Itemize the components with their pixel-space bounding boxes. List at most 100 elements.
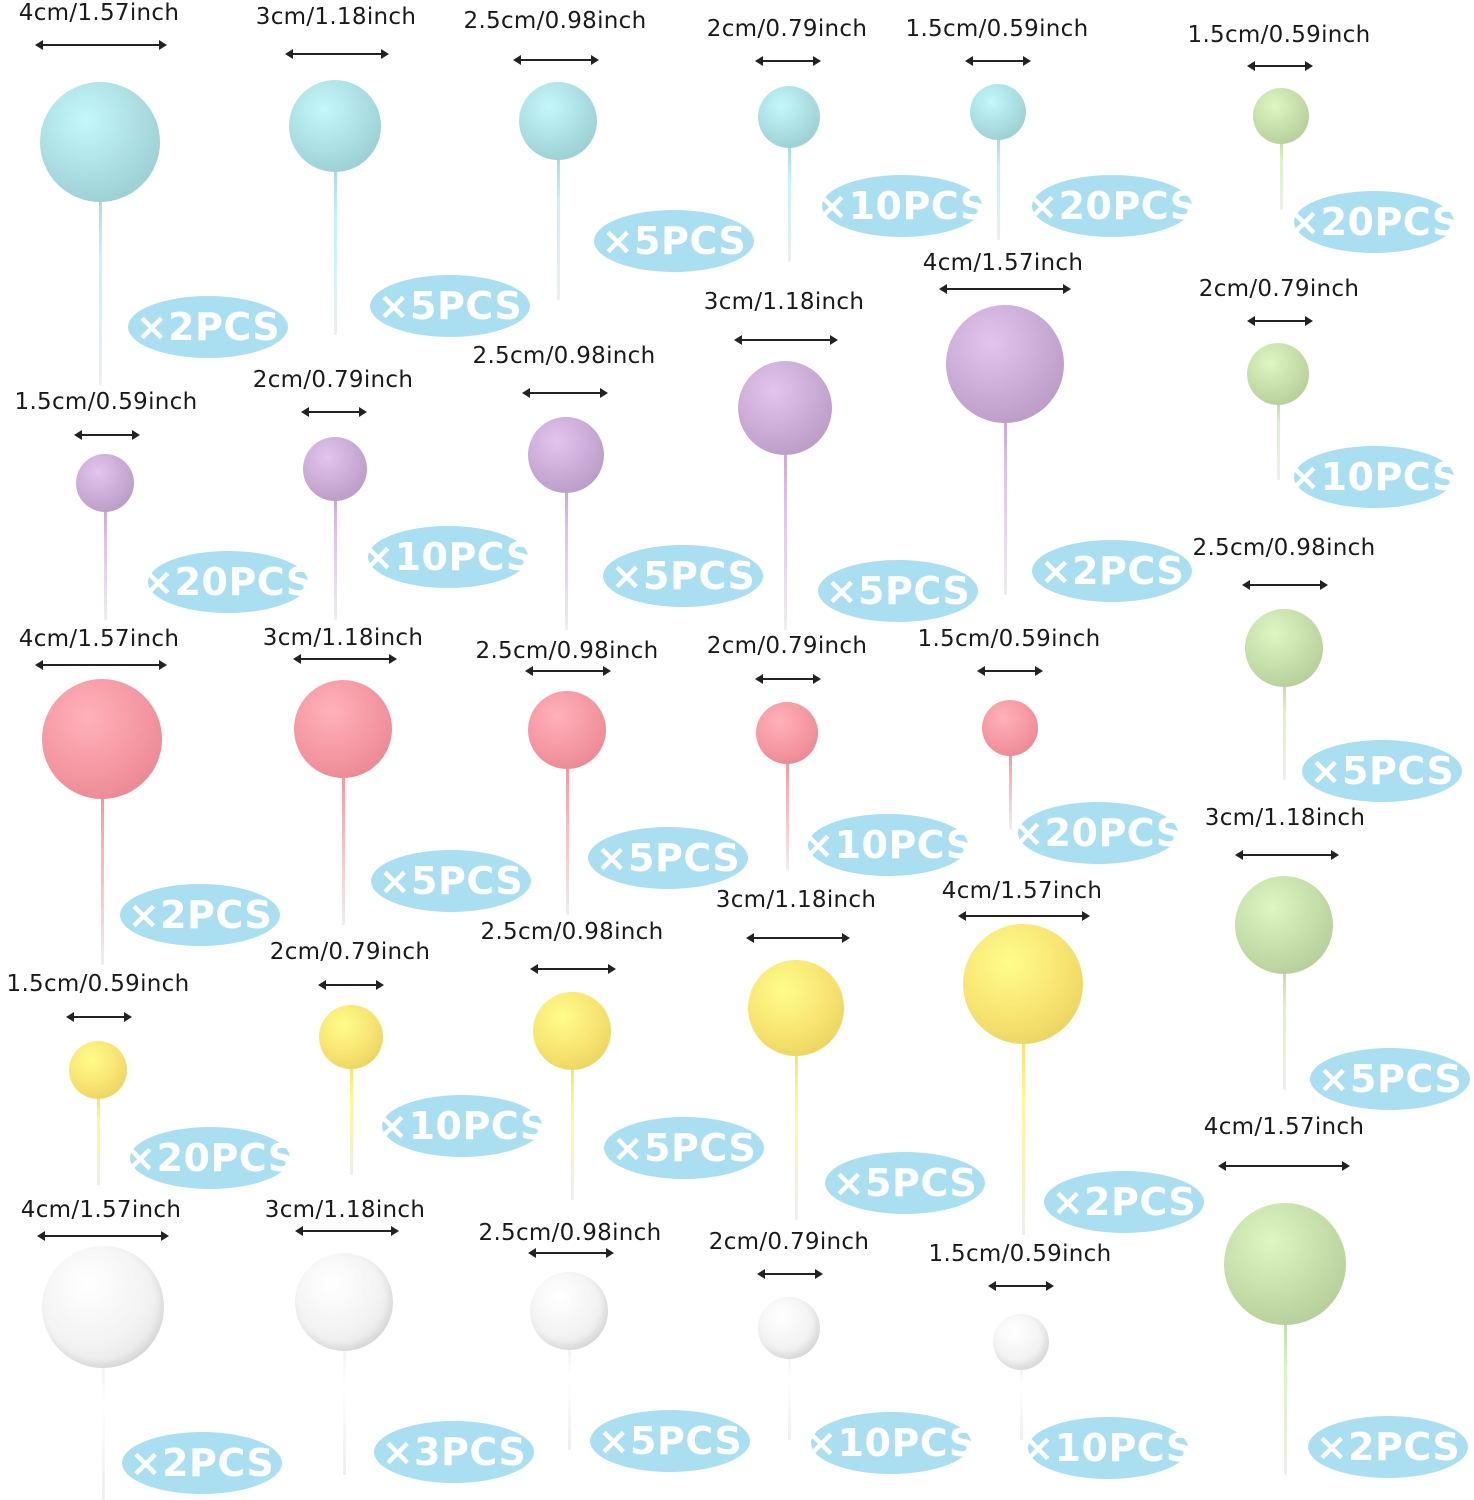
quantity-badge: ×2PCS <box>122 1432 282 1494</box>
topper-stick <box>103 508 107 620</box>
size-arrow <box>958 911 1090 921</box>
foam-ball <box>982 700 1038 756</box>
foam-ball <box>1247 343 1309 405</box>
topper-stick <box>785 760 789 870</box>
size-label: 2.5cm/0.98inch <box>478 1220 662 1246</box>
size-label: 4cm/1.57inch <box>1203 1114 1365 1140</box>
topper-stick <box>1279 140 1283 210</box>
foam-ball <box>756 702 818 764</box>
foam-ball <box>42 679 162 799</box>
quantity-badge: ×2PCS <box>1308 1416 1468 1478</box>
topper-stick <box>342 1347 346 1475</box>
quantity-badge: ×20PCS <box>1012 802 1183 864</box>
size-arrow <box>977 666 1043 676</box>
topper-stick <box>783 451 787 630</box>
size-label: 2.5cm/0.98inch <box>475 638 659 664</box>
quantity-badge: ×5PCS <box>590 1410 750 1472</box>
size-label: 2.5cm/0.98inch <box>463 8 647 34</box>
quantity-badge: ×5PCS <box>603 545 763 607</box>
topper-stick <box>100 795 104 965</box>
quantity-badge: ×5PCS <box>604 1117 764 1179</box>
topper-stick <box>1282 683 1286 780</box>
size-label: 2.5cm/0.98inch <box>1192 535 1376 561</box>
size-arrow <box>35 660 167 670</box>
topper-stick <box>1276 401 1280 480</box>
size-label: 3cm/1.18inch <box>715 887 877 913</box>
quantity-badge: ×5PCS <box>1302 740 1462 802</box>
size-arrow <box>528 1248 614 1258</box>
topper-stick <box>1021 1040 1025 1235</box>
quantity-badge: ×20PCS <box>1026 175 1197 237</box>
topper-stick <box>794 1052 798 1220</box>
quantity-badge: ×10PCS <box>802 814 973 876</box>
quantity-badge: ×2PCS <box>120 884 280 946</box>
foam-ball <box>946 305 1064 423</box>
quantity-badge: ×10PCS <box>1022 1417 1193 1479</box>
topper-stick <box>564 489 568 630</box>
quantity-badge: ×10PCS <box>1288 446 1459 508</box>
quantity-badge: ×10PCS <box>805 1412 976 1474</box>
quantity-badge: ×5PCS <box>1310 1048 1470 1110</box>
foam-ball <box>758 86 820 148</box>
topper-stick <box>1003 419 1007 595</box>
foam-ball <box>970 84 1026 140</box>
quantity-badge: ×2PCS <box>1044 1171 1204 1233</box>
size-label: 3cm/1.18inch <box>255 4 417 30</box>
size-label: 2cm/0.79inch <box>269 939 431 965</box>
size-label: 2cm/0.79inch <box>706 633 868 659</box>
size-label: 2cm/0.79inch <box>706 16 868 42</box>
size-arrow <box>755 56 821 66</box>
size-arrow <box>939 284 1071 294</box>
size-label: 3cm/1.18inch <box>1204 805 1366 831</box>
size-arrow <box>1242 580 1328 590</box>
topper-stick <box>1283 1321 1287 1475</box>
size-arrow <box>965 56 1031 66</box>
size-label: 3cm/1.18inch <box>264 1197 426 1223</box>
foam-ball <box>993 1314 1049 1370</box>
topper-stick <box>787 144 791 262</box>
size-arrow <box>318 980 384 990</box>
size-arrow <box>1218 1161 1350 1171</box>
topper-stick <box>96 1095 100 1185</box>
size-arrow <box>293 654 397 664</box>
topper-stick <box>341 774 345 925</box>
size-label: 2.5cm/0.98inch <box>480 919 664 945</box>
quantity-badge: ×20PCS <box>1288 191 1459 253</box>
size-label: 1.5cm/0.59inch <box>1187 22 1371 48</box>
size-label: 1.5cm/0.59inch <box>917 626 1101 652</box>
size-arrow <box>988 1281 1054 1291</box>
foam-ball <box>1245 609 1323 687</box>
topper-stick <box>333 497 337 620</box>
size-label: 4cm/1.57inch <box>20 1197 182 1223</box>
foam-ball <box>533 992 611 1070</box>
quantity-badge: ×5PCS <box>370 275 530 337</box>
foam-ball <box>289 80 381 172</box>
topper-stick <box>101 1364 105 1500</box>
foam-ball <box>748 960 844 1056</box>
topper-stick <box>556 156 560 300</box>
quantity-badge: ×2PCS <box>128 296 288 358</box>
foam-ball <box>319 1005 383 1069</box>
size-arrow <box>1247 61 1313 71</box>
topper-stick <box>98 198 102 385</box>
size-arrow <box>1235 850 1339 860</box>
quantity-badge: ×3PCS <box>374 1421 534 1483</box>
size-arrow <box>295 1226 399 1236</box>
foam-ball <box>528 691 606 769</box>
foam-ball <box>963 924 1083 1044</box>
foam-ball <box>1253 88 1309 144</box>
topper-stick <box>567 1346 571 1450</box>
size-label: 4cm/1.57inch <box>941 878 1103 904</box>
size-label: 2cm/0.79inch <box>708 1229 870 1255</box>
size-arrow <box>530 964 616 974</box>
topper-stick <box>565 765 569 915</box>
quantity-badge: ×20PCS <box>124 1127 295 1189</box>
foam-ball <box>40 82 160 202</box>
topper-stick <box>1019 1366 1023 1440</box>
size-arrow <box>35 40 167 50</box>
foam-ball <box>1235 876 1333 974</box>
quantity-badge: ×10PCS <box>376 1095 547 1157</box>
topper-stick <box>996 136 1000 240</box>
quantity-badge: ×10PCS <box>362 526 533 588</box>
foam-ball <box>294 680 392 778</box>
